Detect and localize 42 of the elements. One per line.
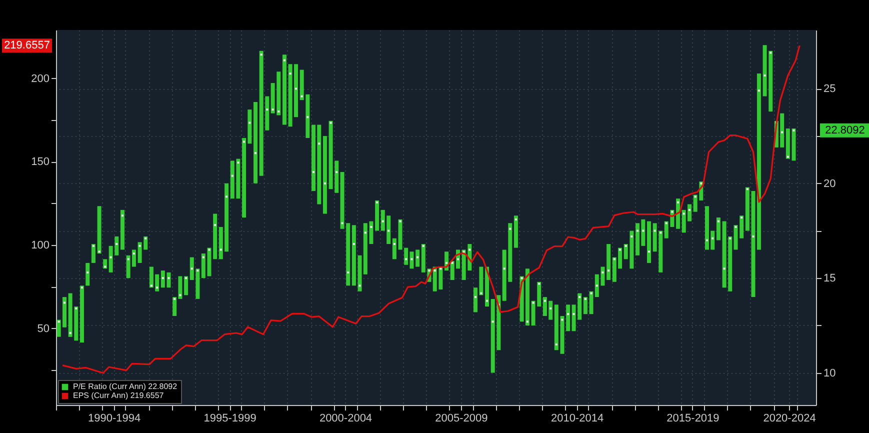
- bar: [375, 200, 380, 231]
- bar: [566, 304, 570, 332]
- bar: [583, 297, 588, 314]
- x-tick-label: 2020-2024: [763, 412, 816, 424]
- bar: [786, 128, 790, 159]
- bar: [745, 187, 750, 231]
- bar: [352, 225, 356, 286]
- bar: [254, 102, 258, 184]
- y2-tick-label: 20: [824, 178, 836, 190]
- bar: [184, 276, 188, 296]
- bar: [91, 244, 96, 263]
- y2-tick-label: 10: [824, 367, 836, 380]
- y-tick-label: 150: [31, 156, 50, 168]
- y2-tick-label: 15: [824, 272, 836, 285]
- bar: [80, 286, 84, 342]
- bar: [392, 238, 396, 260]
- y-tick-label: 200: [31, 72, 50, 85]
- text: 22.8092: [825, 124, 865, 136]
- bar: [792, 128, 796, 161]
- bar: [647, 221, 652, 263]
- bar: [213, 214, 218, 260]
- bar: [282, 54, 286, 125]
- legend-label: EPS (Curr Ann) 219.6557: [73, 391, 164, 400]
- text: 219.6557: [4, 40, 50, 52]
- bar: [120, 210, 124, 250]
- bar: [97, 206, 102, 254]
- x-tick-label: 1995-1999: [204, 412, 256, 424]
- x-tick-label: 2010-2014: [550, 412, 604, 424]
- bar: [416, 250, 420, 267]
- bar: [606, 244, 611, 280]
- y-tick-label: 100: [31, 240, 50, 252]
- legend-label: P/E Ratio (Curr Ann) 22.8092: [73, 382, 178, 391]
- bar: [322, 136, 327, 214]
- y-tick-label: 50: [37, 322, 50, 335]
- bar: [716, 218, 720, 240]
- y2-tick-label: 25: [824, 83, 836, 96]
- x-tick-label: 2005-2009: [435, 412, 488, 424]
- x-tick-label: 1990-1994: [88, 412, 141, 424]
- x-tick-label: 2000-2004: [319, 412, 372, 424]
- x-tick-label: 2015-2019: [666, 412, 720, 424]
- bar: [86, 262, 90, 286]
- bar: [514, 216, 518, 248]
